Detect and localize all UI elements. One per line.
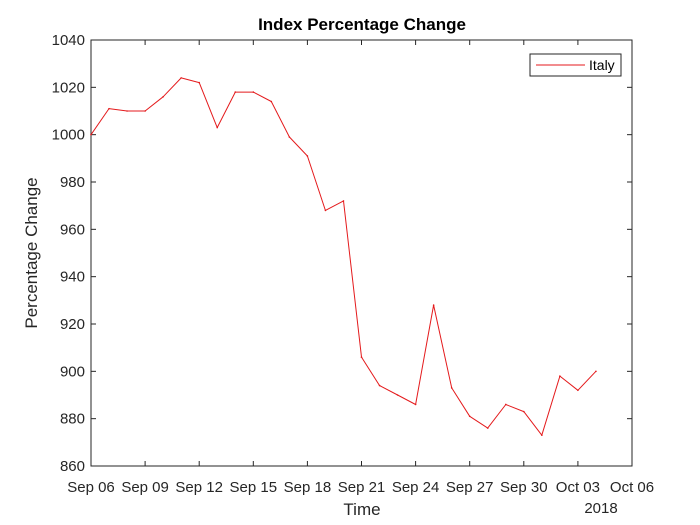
y-tick-label: 1000 xyxy=(52,127,85,144)
y-tick-label: 860 xyxy=(60,458,85,475)
y-tick-label: 980 xyxy=(60,174,85,191)
data-point xyxy=(270,100,273,103)
data-point xyxy=(577,389,579,392)
x-tick-label: Sep 27 xyxy=(446,479,494,496)
data-point xyxy=(541,434,543,437)
y-axis: 860 880 900 920 940 960 980 1000 1020 1040 xyxy=(52,32,632,475)
data-point xyxy=(432,304,435,306)
series-layer xyxy=(90,77,597,437)
x-tick-label: Oct 03 xyxy=(556,479,600,496)
data-point xyxy=(108,107,110,110)
data-point xyxy=(342,200,345,202)
data-point xyxy=(126,110,128,112)
data-point xyxy=(162,96,164,98)
data-point xyxy=(144,110,146,112)
data-point xyxy=(216,126,219,129)
x-tick-label: Sep 06 xyxy=(67,479,115,496)
data-point xyxy=(288,136,291,138)
x-tick-label: Sep 21 xyxy=(338,479,386,496)
data-point xyxy=(252,91,255,93)
chart-title: Index Percentage Change xyxy=(258,15,466,34)
plot-area xyxy=(90,39,633,467)
data-point xyxy=(504,403,507,406)
data-point xyxy=(396,394,399,396)
x-tick-label: Sep 09 xyxy=(121,479,169,496)
data-point xyxy=(324,209,327,212)
data-point xyxy=(306,155,309,157)
x-axis: Sep 06 Sep 09 Sep 12 Sep 15 Sep 18 Sep 21 Sep … xyxy=(67,40,654,496)
x-tick-label: Sep 24 xyxy=(392,479,440,496)
data-point xyxy=(468,415,471,418)
y-tick-label: 1020 xyxy=(52,79,85,96)
x-axis-label: Time xyxy=(343,500,380,519)
data-point xyxy=(234,91,237,93)
data-point xyxy=(414,403,417,406)
y-tick-label: 940 xyxy=(60,269,85,286)
y-tick-label: 880 xyxy=(60,411,85,428)
y-tick-label: 920 xyxy=(60,316,85,333)
data-point xyxy=(595,370,597,373)
x-tick-label: Oct 06 xyxy=(610,479,654,496)
legend-label: Italy xyxy=(589,57,615,73)
data-point xyxy=(198,81,200,84)
y-axis-label: Percentage Change xyxy=(22,177,41,328)
x-axis-year-label: 2018 xyxy=(584,500,617,517)
y-tick-label: 900 xyxy=(60,363,85,380)
data-point xyxy=(90,133,92,136)
x-tick-label: Sep 15 xyxy=(230,479,278,496)
y-tick-label: 960 xyxy=(60,221,85,238)
data-point xyxy=(559,375,561,377)
x-tick-label: Sep 18 xyxy=(284,479,332,496)
data-point xyxy=(378,384,381,387)
legend: Italy xyxy=(529,53,622,77)
data-point xyxy=(523,410,525,413)
x-tick-label: Sep 12 xyxy=(175,479,223,496)
data-point xyxy=(450,387,453,389)
data-point xyxy=(360,356,363,358)
y-tick-label: 1040 xyxy=(52,32,85,49)
data-point xyxy=(486,427,489,429)
x-tick-label: Sep 30 xyxy=(500,479,548,496)
data-point xyxy=(180,77,182,79)
